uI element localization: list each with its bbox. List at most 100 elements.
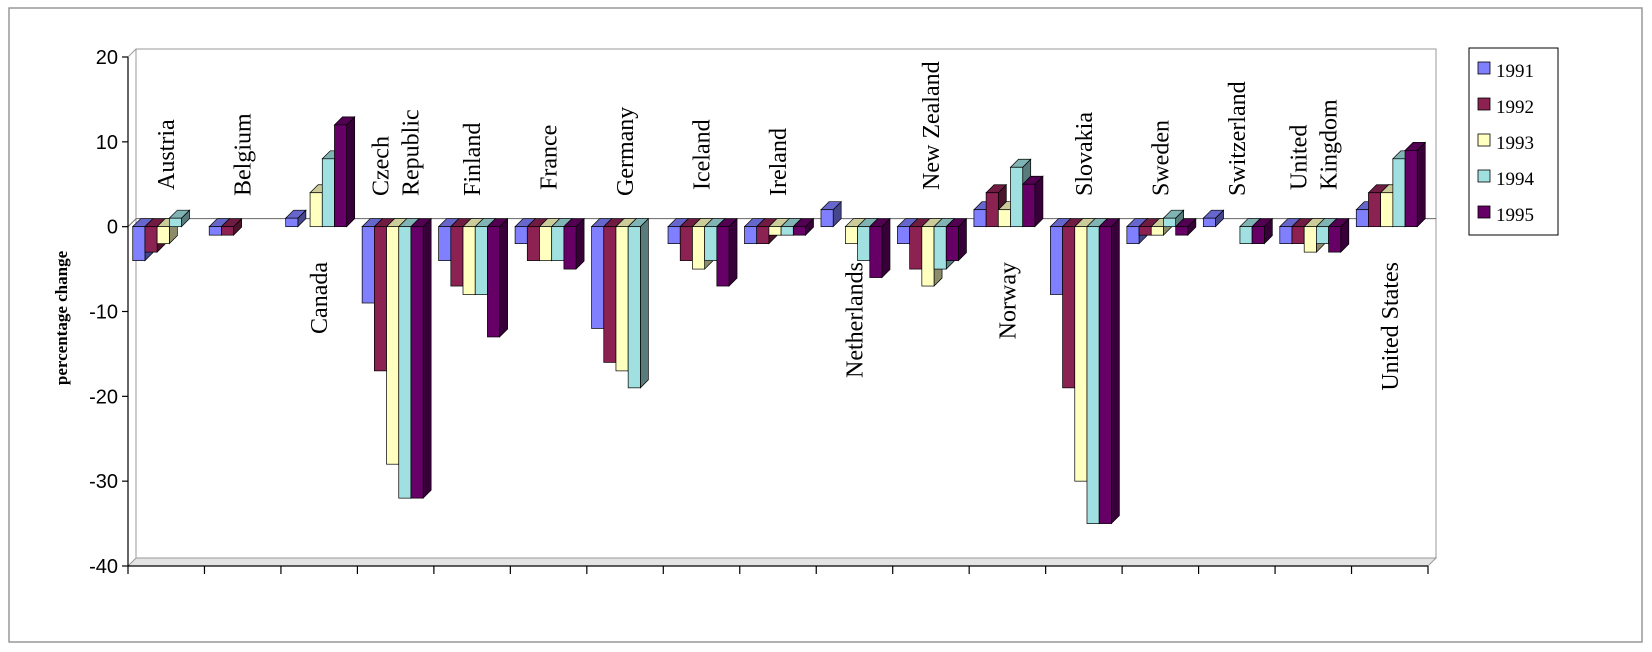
bar-1994	[627, 217, 650, 389]
category-labels: Austria Belgium Canada Czech Republic Finland…	[154, 61, 1404, 390]
bar-1995	[945, 217, 968, 262]
y-tick-label: -10	[89, 302, 118, 324]
bar-1992	[220, 217, 243, 236]
category-label: New Zealand	[919, 61, 945, 190]
bar-front	[551, 226, 565, 261]
bar-1995	[333, 116, 356, 228]
bar-front	[221, 226, 234, 236]
category-label: Norway	[995, 262, 1021, 339]
bar-front	[1251, 226, 1265, 244]
bar-front	[410, 226, 424, 499]
bar-front	[1291, 226, 1305, 244]
bar-front	[361, 226, 375, 304]
y-axis-title: percentage change	[52, 250, 71, 385]
y-tick-label: -20	[89, 386, 118, 408]
bar-front	[756, 226, 770, 244]
category-label: Ireland	[766, 128, 792, 196]
bar-side	[1416, 141, 1426, 228]
bar-front	[1202, 217, 1216, 228]
bar-front	[615, 226, 629, 372]
bar-1995	[1021, 175, 1044, 228]
bar-1995	[1251, 217, 1274, 245]
legend-swatch	[1477, 61, 1491, 75]
bar-front	[208, 226, 222, 236]
bar-side	[575, 217, 585, 270]
bar-front	[820, 209, 834, 228]
wall-edge-top	[127, 48, 137, 58]
bar-front	[1303, 226, 1317, 253]
bar-front	[1138, 226, 1152, 236]
y-tick-label: -30	[89, 471, 118, 493]
bar-front	[386, 226, 400, 465]
bar-1995	[1404, 141, 1427, 228]
bar-front	[462, 226, 476, 295]
bar-1995	[792, 217, 815, 236]
bar-1995	[1098, 217, 1121, 525]
bar-front	[1328, 226, 1342, 253]
bar-1991	[1202, 209, 1225, 228]
legend-label: 1994	[1496, 169, 1535, 190]
bar-front	[945, 226, 959, 261]
bar-front	[1163, 217, 1177, 228]
legend-label: 1991	[1496, 61, 1534, 82]
legend-swatch	[1477, 169, 1491, 183]
bar-1995	[1327, 217, 1350, 253]
legend-swatch	[1477, 133, 1491, 147]
bar-1991	[820, 200, 843, 228]
bar-front	[667, 226, 681, 244]
bar-front	[857, 226, 871, 261]
bar-front	[373, 226, 387, 372]
bar-1995	[486, 217, 509, 338]
bar-1995	[410, 217, 432, 499]
category-label: Belgium	[231, 113, 257, 196]
bar-front	[1239, 226, 1253, 244]
bar-front	[716, 226, 730, 287]
category-label: Canada	[307, 262, 333, 334]
bar-front	[768, 226, 782, 236]
bar-front	[997, 209, 1011, 228]
category-label: Finland	[460, 123, 486, 196]
legend-swatch	[1477, 97, 1491, 111]
bar-front	[168, 217, 182, 228]
category-label: France	[537, 125, 563, 190]
bar-front	[1380, 192, 1394, 228]
bar-front	[563, 226, 577, 270]
bar-front	[1086, 226, 1100, 524]
bar-front	[1392, 158, 1406, 228]
bar-front	[321, 158, 335, 228]
bar-1995	[715, 217, 738, 287]
bar-front	[897, 226, 910, 244]
legend-label: 1995	[1496, 205, 1534, 226]
category-label: Germany	[613, 107, 639, 196]
bar-front	[1175, 226, 1189, 236]
bar-front	[1279, 226, 1293, 244]
legend-label: 1992	[1496, 97, 1534, 118]
legend-label: 1993	[1496, 133, 1534, 154]
bar-side	[881, 217, 891, 279]
bar-front	[780, 226, 794, 236]
bar-front	[539, 226, 553, 261]
bar-front	[487, 226, 500, 338]
bar-front	[627, 226, 641, 389]
category-label: Kingdom	[1316, 99, 1342, 190]
bar-front	[1098, 226, 1112, 524]
bar-front	[1074, 226, 1088, 482]
bar-1994	[1162, 209, 1185, 228]
bar-front	[1150, 226, 1164, 236]
bar-front	[309, 192, 323, 228]
bar-front	[398, 226, 412, 499]
legend: 1991 1992 1993 1994 1995	[1468, 47, 1559, 236]
bar-front	[156, 226, 170, 244]
bar-side	[1034, 175, 1044, 228]
chart-floor	[126, 557, 1438, 567]
bar-front	[438, 226, 452, 261]
bar-front	[514, 226, 528, 244]
bar-side	[728, 217, 738, 287]
category-label: Switzerland	[1225, 81, 1251, 196]
bar-front	[1316, 226, 1329, 244]
category-label: Austria	[154, 119, 180, 190]
bar-front	[704, 226, 718, 261]
category-label: United	[1286, 125, 1312, 190]
bar-front	[526, 226, 540, 261]
y-tick-label: -40	[89, 556, 118, 578]
